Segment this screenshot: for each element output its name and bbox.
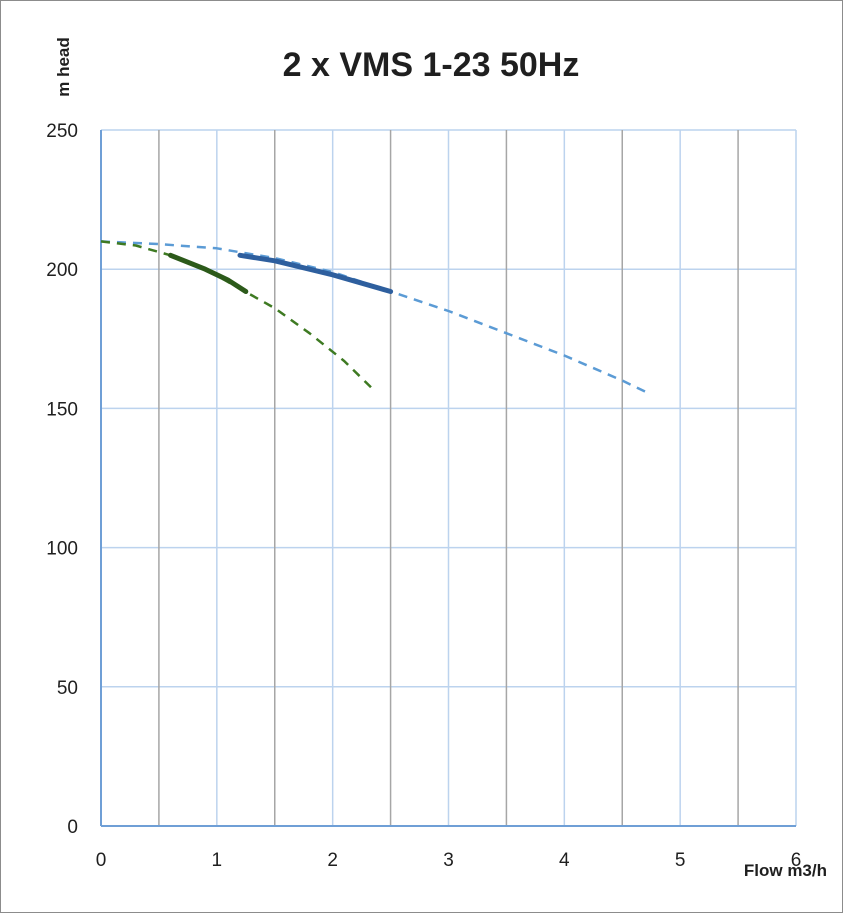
x-tick-label: 2 xyxy=(327,850,338,871)
axes-layer xyxy=(100,130,796,827)
x-tick-label: 3 xyxy=(443,850,454,871)
series-line-2-solid xyxy=(237,252,394,294)
y-tick-label: 150 xyxy=(46,399,78,420)
x-tick-label: 0 xyxy=(96,850,107,871)
x-tick-label: 1 xyxy=(212,850,223,871)
y-tick-label: 50 xyxy=(57,678,78,699)
series-line-3-dashed xyxy=(100,240,377,393)
x-axis-label: Flow m3/h xyxy=(744,861,827,880)
x-tick-label: 4 xyxy=(559,850,570,871)
grid-layer xyxy=(101,129,797,827)
x-tick-label: 5 xyxy=(675,850,686,871)
y-tick-label: 0 xyxy=(67,817,78,838)
chart-title: 2 x VMS 1-23 50Hz xyxy=(283,46,580,84)
y-axis-label: m head xyxy=(54,37,73,97)
series-layer xyxy=(100,240,652,396)
series-line-4-solid xyxy=(168,252,249,294)
y-tick-label: 100 xyxy=(46,539,78,560)
y-tick-label: 250 xyxy=(46,121,78,142)
x-tick-label: 6 xyxy=(791,850,802,871)
y-tick-label: 200 xyxy=(46,260,78,281)
series-line-1-dashed xyxy=(100,240,652,396)
ticks-layer: 0 1 2 3 4 5 6 0 50 100 150 200 250 xyxy=(46,121,801,871)
